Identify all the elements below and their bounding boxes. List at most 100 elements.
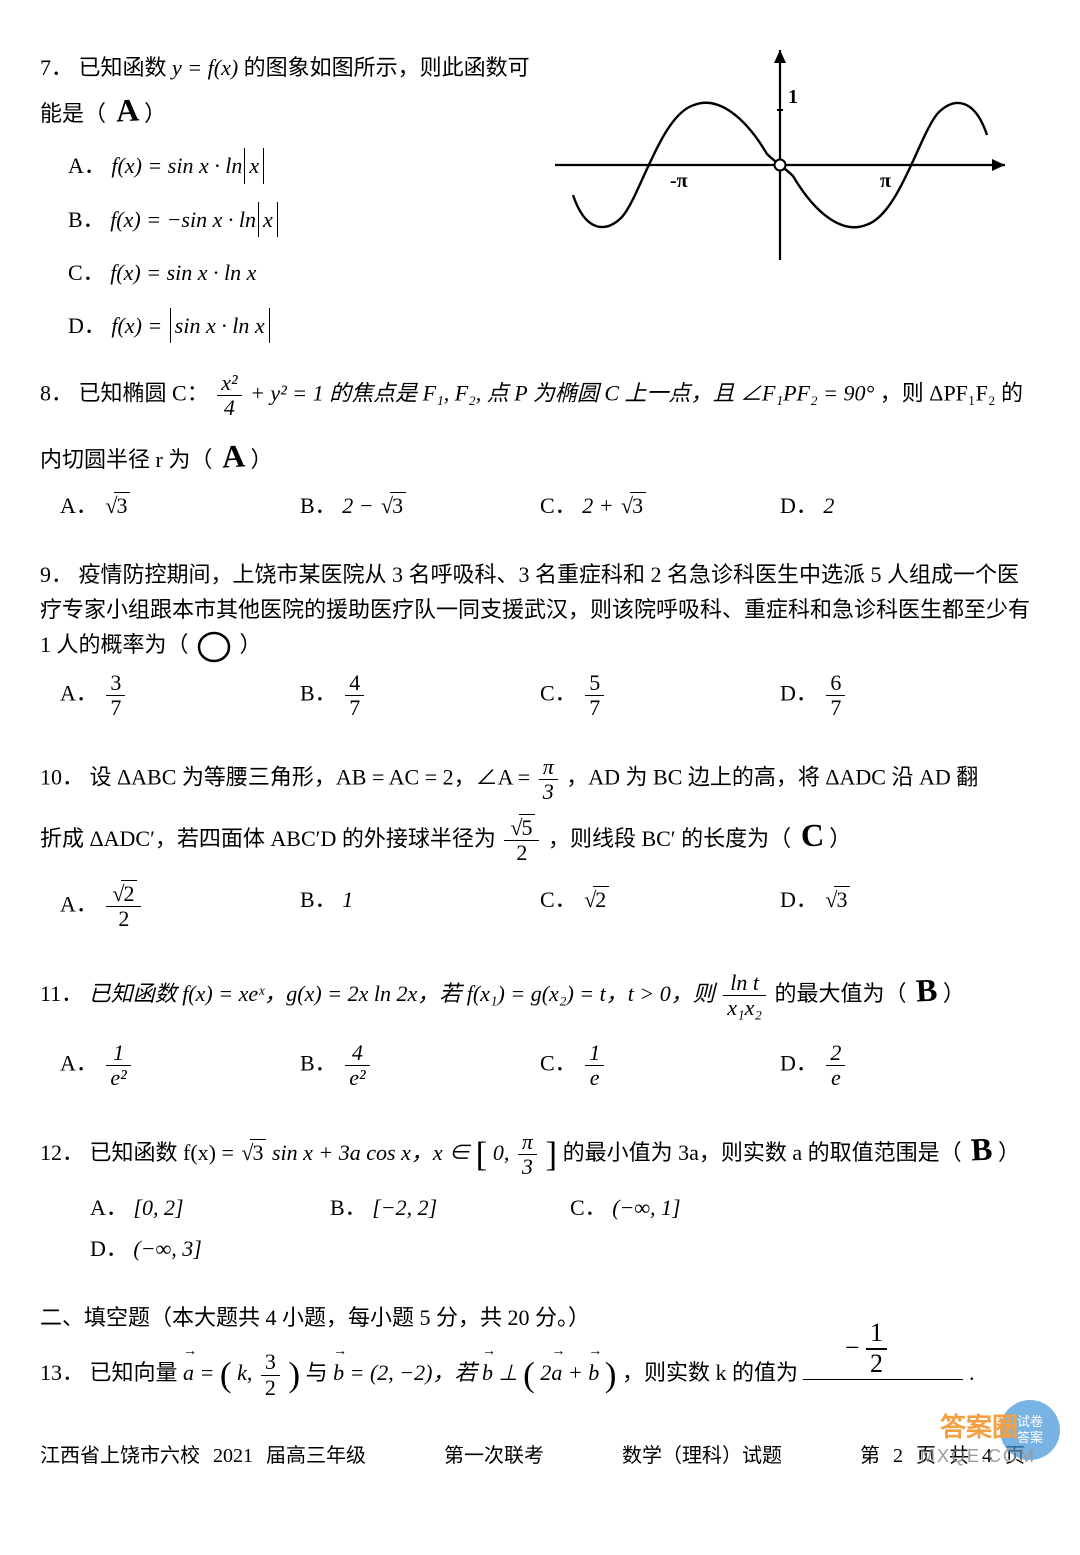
q12-sqrt: 3 bbox=[239, 1135, 266, 1170]
q10-angle-frac: π3 bbox=[539, 755, 558, 804]
q10-options: A． 2 2 B． 1 C． 2 D． 3 bbox=[60, 882, 1040, 937]
q11-c-den: e bbox=[585, 1065, 604, 1090]
q11-option-a: A． 1e² bbox=[60, 1041, 300, 1090]
q8-option-b: B． 2 − 3 bbox=[300, 488, 540, 523]
q10-a-num: 2 bbox=[106, 882, 141, 906]
q7-opt-a-abs: x bbox=[244, 148, 264, 183]
q8-angle: ∠F₁PF₂ = 90° bbox=[740, 381, 874, 406]
q9-option-c: C． 57 bbox=[540, 671, 780, 720]
question-8: 8． 已知椭圆 C： x² 4 + y² = 1 的焦点是 F₁, F₂, 点 … bbox=[40, 371, 1040, 529]
q13-a-eq: = bbox=[200, 1360, 220, 1385]
q8-a-label: A． bbox=[60, 493, 98, 518]
q12-options: A． [0, 2] B． [−2, 2] C． (−∞, 1] D． (−∞, … bbox=[90, 1190, 1040, 1272]
q10-stem-line2: 折成 ΔADC′，若四面体 ABC′D 的外接球半径为 5 2 ，则线段 BC′… bbox=[40, 810, 1040, 866]
q10-d-label: D． bbox=[780, 887, 818, 912]
q8-frac: x² 4 bbox=[217, 371, 241, 420]
q10-stem-d: ，则线段 BC′ 的长度为（ bbox=[548, 826, 791, 851]
q8-b-rad: 3 bbox=[390, 492, 406, 518]
q8-b-sqrt: 3 bbox=[379, 488, 406, 523]
q7-graph: -π π 1 bbox=[550, 40, 1010, 270]
q12-b-label: B． bbox=[330, 1195, 367, 1220]
q12-option-b: B． [−2, 2] bbox=[330, 1190, 570, 1225]
q9-annotation-oval bbox=[194, 629, 234, 665]
watermark-badge-text2: 答案 bbox=[1017, 1430, 1043, 1445]
q7-option-d: D． f(x) = sin x · ln x bbox=[68, 308, 530, 343]
q10-number: 10． bbox=[40, 764, 84, 789]
q11-d-den: e bbox=[826, 1065, 845, 1090]
q8-a-rad: 3 bbox=[114, 492, 130, 518]
q13-hand-sign: − bbox=[845, 1334, 860, 1363]
q11-frac-den: x₁x₂ bbox=[723, 995, 766, 1020]
q7-option-b: B． f(x) = −sin x · lnx bbox=[68, 202, 530, 237]
q10-stem-line1: 10． 设 ΔABC 为等腰三角形，AB = AC = 2，∠A = π3 ，A… bbox=[40, 755, 1040, 804]
svg-text:1: 1 bbox=[788, 86, 798, 108]
q8-b-pre: 2 − bbox=[342, 493, 379, 518]
q8-a-sqrt: 3 bbox=[103, 488, 130, 523]
q10-c-sqrt: 2 bbox=[582, 882, 609, 917]
q8-c-pre: 2 + bbox=[582, 493, 619, 518]
q7-opt-c-label: C． bbox=[68, 260, 105, 285]
q12-a-val: [0, 2] bbox=[133, 1195, 183, 1220]
watermark-badge-text: 试卷 bbox=[1017, 1414, 1043, 1429]
q8-d-val: 2 bbox=[823, 493, 834, 518]
q7-opt-d-pre: f(x) = bbox=[111, 313, 167, 338]
q11-a-num: 1 bbox=[106, 1041, 130, 1065]
q11-option-d: D． 2e bbox=[780, 1041, 1020, 1090]
q11-option-c: C． 1e bbox=[540, 1041, 780, 1090]
footer-mid2: 数学（理科）试题 bbox=[622, 1445, 782, 1467]
question-7: -π π 1 7． 已知函数 y = f(x) 的图象如图所示，则此函数可能是（… bbox=[40, 50, 1040, 343]
watermark-svg: 试卷 答案 答案圈 MXQE.COM bbox=[880, 1396, 1070, 1476]
q11-frac-num: ln t bbox=[723, 971, 766, 995]
q11-number: 11． bbox=[40, 981, 83, 1006]
q12-int-lo: 0 bbox=[493, 1140, 504, 1165]
q11-annotation: B bbox=[915, 964, 939, 1016]
q11-b-den: e² bbox=[345, 1065, 369, 1090]
q12-c-val: (−∞, 1] bbox=[612, 1195, 680, 1220]
page: -π π 1 7． 已知函数 y = f(x) 的图象如图所示，则此函数可能是（… bbox=[0, 0, 1080, 1492]
q12-d-val: (−∞, 3] bbox=[133, 1236, 201, 1261]
q9-a-den: 7 bbox=[106, 695, 125, 720]
q11-frac: ln t x₁x₂ bbox=[723, 971, 766, 1020]
q8-options: A． 3 B． 2 − 3 C． 2 + 3 D． 2 bbox=[60, 488, 1040, 529]
q13-hand-num: 1 bbox=[866, 1319, 887, 1348]
q11-a-den: e² bbox=[106, 1065, 130, 1090]
q11-c-label: C． bbox=[540, 1050, 577, 1075]
q10-r-rad: 5 bbox=[519, 814, 535, 840]
q13-2: 2 bbox=[540, 1360, 551, 1385]
q11-d-num: 2 bbox=[826, 1041, 845, 1065]
q13-stem-a: 已知向量 bbox=[90, 1360, 184, 1385]
q13-plus: + bbox=[568, 1360, 588, 1385]
q10-c-rad: 2 bbox=[593, 886, 609, 912]
footer-mid1: 第一次联考 bbox=[444, 1445, 544, 1467]
q9-c-frac: 57 bbox=[585, 671, 604, 720]
q8-b-label: B． bbox=[300, 493, 337, 518]
q10-d-sqrt: 3 bbox=[823, 882, 850, 917]
q13-lparen1: ( bbox=[220, 1355, 232, 1394]
q7-stem-math: y = f(x) bbox=[172, 55, 238, 80]
question-13: 13． 已知向量 a = ( k, 32 ) 与 b = (2, −2)，若 b… bbox=[40, 1349, 1040, 1400]
q9-option-a: A． 37 bbox=[60, 671, 300, 720]
q10-r-frac: 5 2 bbox=[504, 816, 539, 865]
q7-stem-close: ） bbox=[144, 101, 166, 126]
q8-c-label: C． bbox=[540, 493, 577, 518]
q9-b-num: 4 bbox=[345, 671, 364, 695]
footer-left: 江西省上饶市六校 2021 届高三年级 bbox=[40, 1445, 366, 1467]
q13-stem-c: ，则实数 k 的值为 bbox=[622, 1360, 804, 1385]
q13-b-val: = (2, −2)，若 bbox=[350, 1360, 482, 1385]
q13-a-k: k bbox=[237, 1360, 247, 1385]
q10-c-label: C． bbox=[540, 887, 577, 912]
q7-opt-b-abs: x bbox=[258, 202, 278, 237]
q10-af-num: π bbox=[539, 755, 558, 779]
q12-d-label: D． bbox=[90, 1236, 128, 1261]
q11-options: A． 1e² B． 4e² C． 1e D． 2e bbox=[60, 1041, 1040, 1096]
q8-stem-line1: 8． 已知椭圆 C： x² 4 + y² = 1 的焦点是 F₁, F₂, 点 … bbox=[40, 371, 1040, 420]
q9-a-frac: 37 bbox=[106, 671, 125, 720]
q10-r-den: 2 bbox=[504, 840, 539, 865]
q8-option-d: D． 2 bbox=[780, 488, 1020, 523]
q8-stem-close: ） bbox=[250, 447, 272, 472]
q13-rparen2: ) bbox=[605, 1355, 617, 1394]
q11-c-frac: 1e bbox=[585, 1041, 604, 1090]
q12-rad: 3 bbox=[250, 1139, 266, 1165]
q10-a-sqrt: 2 bbox=[110, 882, 137, 906]
q9-options: A． 37 B． 47 C． 57 D． 67 bbox=[60, 671, 1040, 726]
